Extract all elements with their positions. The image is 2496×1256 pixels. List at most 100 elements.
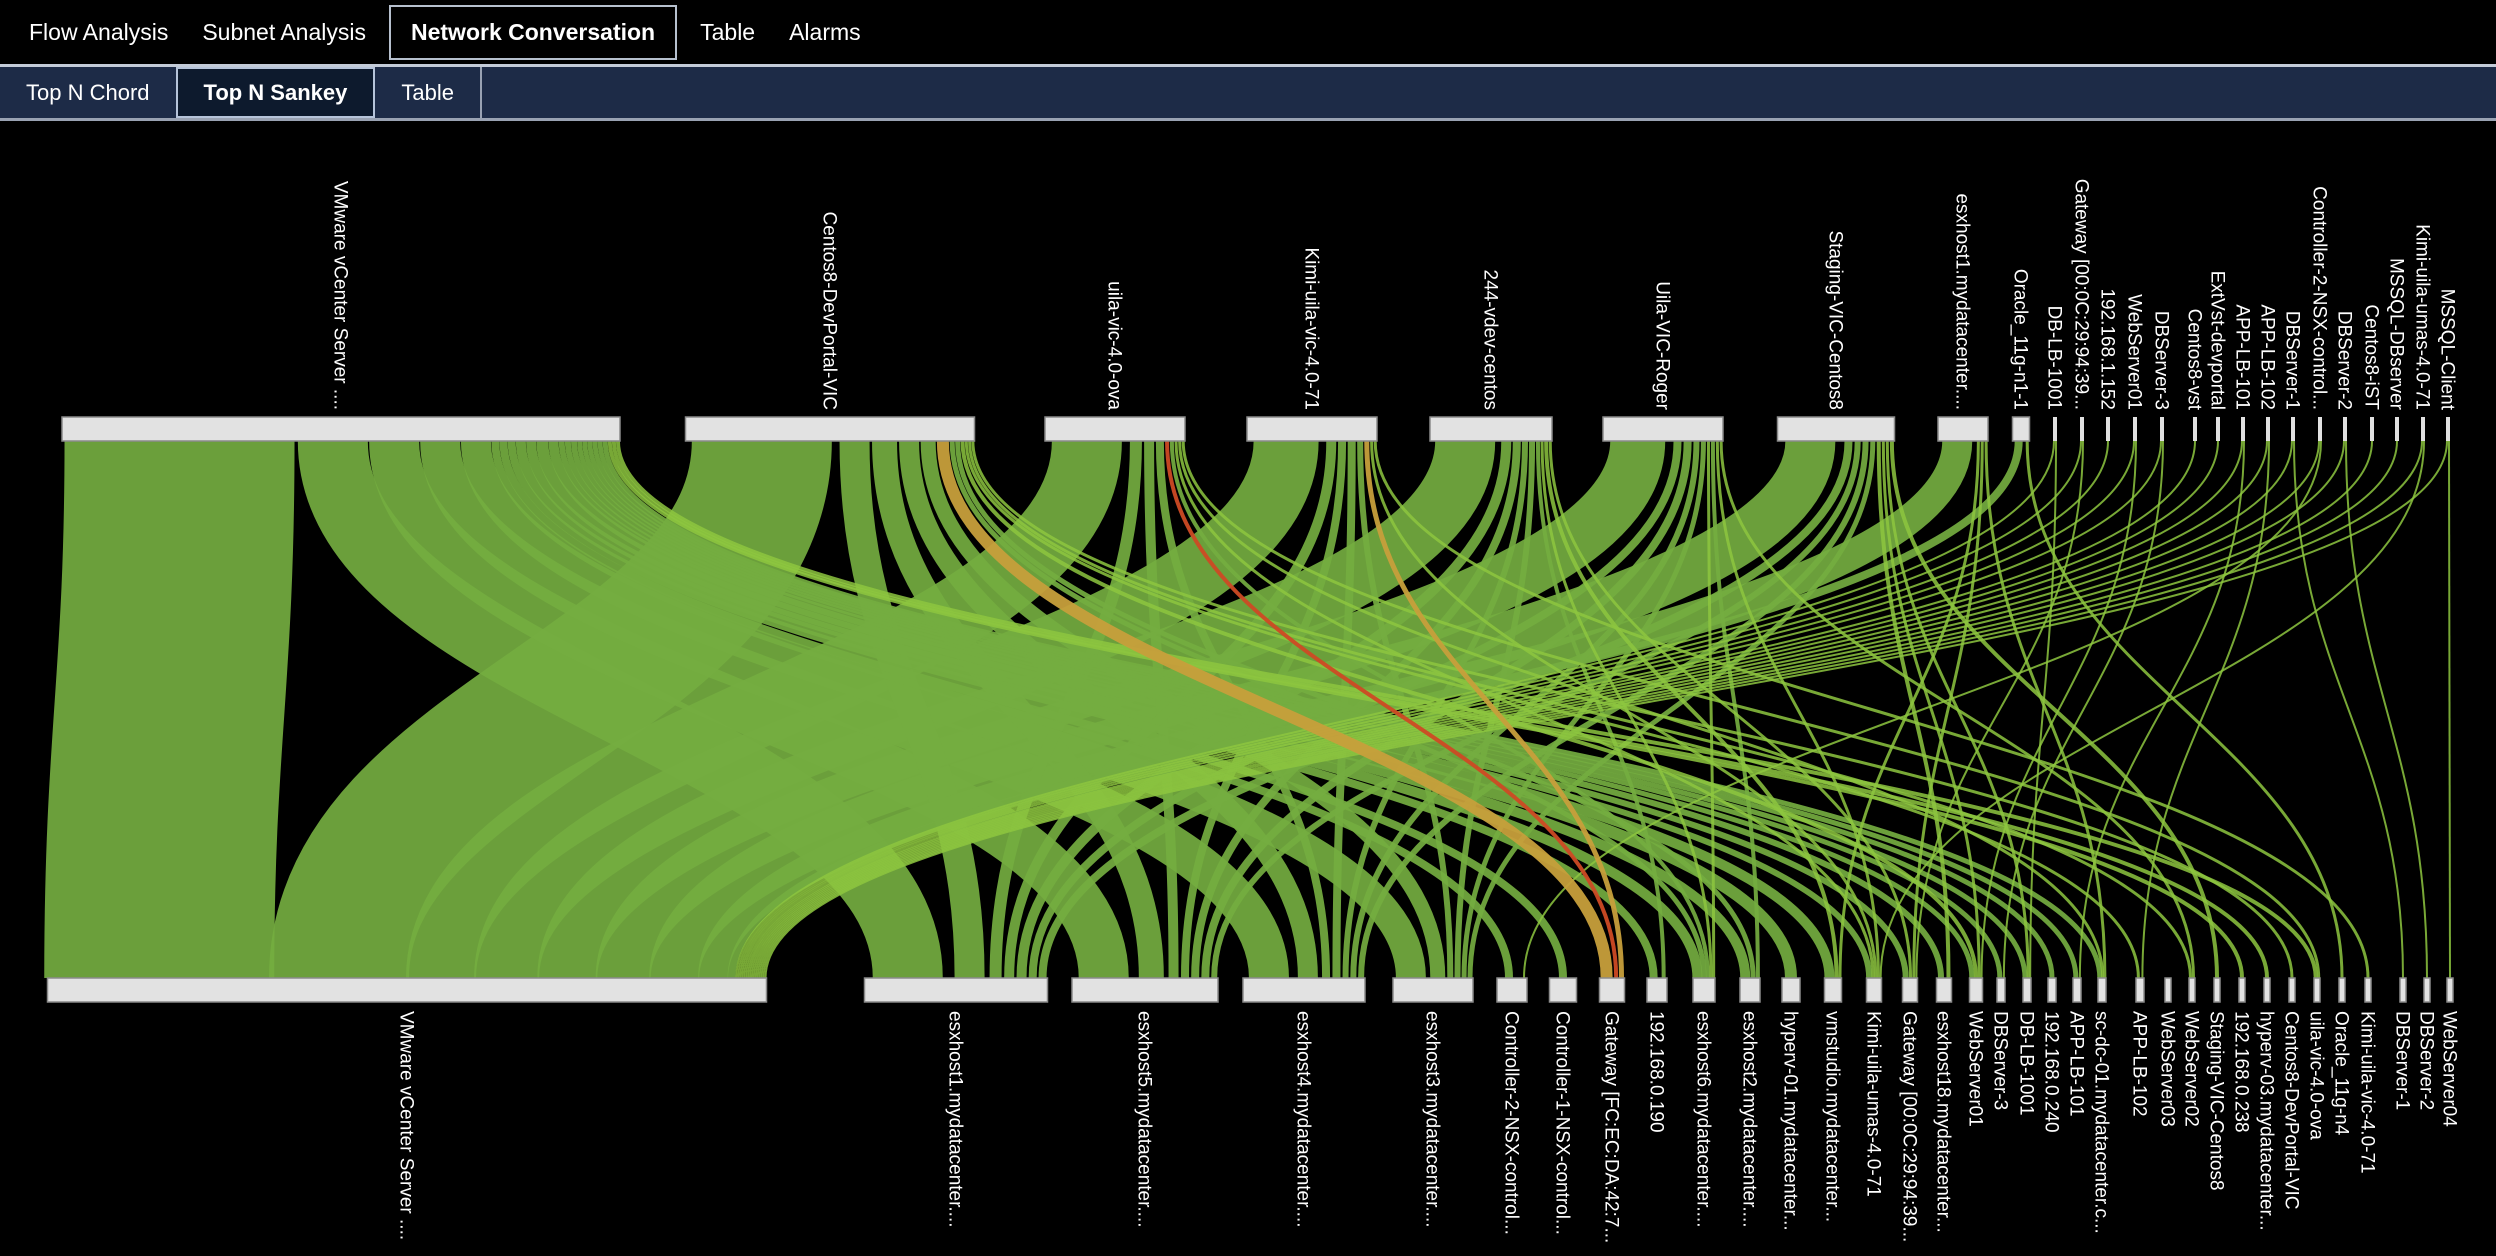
sankey-node[interactable]	[2106, 417, 2110, 441]
sankey-node[interactable]	[2053, 417, 2057, 441]
sankey-node[interactable]	[2423, 977, 2431, 1003]
sankey-node[interactable]	[1646, 977, 1668, 1003]
sankey-link[interactable]	[2141, 440, 2270, 979]
sankey-node[interactable]	[2395, 417, 2399, 441]
sankey-node[interactable]	[2421, 417, 2425, 441]
sankey-node[interactable]	[2370, 417, 2374, 441]
sankey-link[interactable]	[507, 440, 1658, 979]
sankey-link[interactable]	[1912, 440, 1984, 979]
sankey-node[interactable]	[1781, 977, 1801, 1003]
sankey-node[interactable]	[2135, 977, 2145, 1003]
sankey-node[interactable]	[2047, 977, 2057, 1003]
sankey-link[interactable]	[752, 440, 2293, 979]
tab-top-n-chord[interactable]: Top N Chord	[26, 79, 150, 105]
tab-network-conversation[interactable]: Network Conversation	[389, 4, 678, 60]
sankey-link[interactable]	[597, 440, 2079, 979]
sankey-node[interactable]	[1739, 977, 1761, 1003]
sankey-node[interactable]	[2343, 417, 2347, 441]
sankey-node[interactable]	[2072, 977, 2082, 1003]
sankey-link[interactable]	[739, 440, 2109, 979]
sankey-link[interactable]	[297, 439, 943, 980]
sankey-link[interactable]	[989, 440, 1142, 979]
sankey-link[interactable]	[1879, 440, 2425, 979]
sankey-node[interactable]	[1937, 416, 1989, 442]
sankey-link[interactable]	[1370, 440, 1878, 979]
sankey-link[interactable]	[515, 440, 1703, 979]
sankey-link[interactable]	[745, 440, 2196, 979]
sankey-node[interactable]	[2160, 417, 2164, 441]
sankey-node[interactable]	[1996, 977, 2006, 1003]
sankey-node[interactable]	[1865, 977, 1883, 1003]
sankey-node[interactable]	[2399, 977, 2407, 1003]
sankey-node[interactable]	[1823, 977, 1843, 1003]
sankey-node[interactable]	[2263, 977, 2271, 1003]
sankey-node[interactable]	[2216, 417, 2220, 441]
tab-flow-analysis[interactable]: Flow Analysis	[29, 18, 169, 45]
sankey-link[interactable]	[2293, 440, 2404, 979]
sankey-link[interactable]	[1889, 440, 2219, 979]
sankey-link[interactable]	[1706, 440, 1716, 979]
sankey-node[interactable]	[2291, 417, 2295, 441]
sankey-link[interactable]	[1544, 440, 1839, 979]
sankey-node[interactable]	[61, 416, 621, 442]
sankey-node[interactable]	[1242, 977, 1366, 1003]
sankey-link[interactable]	[727, 440, 2023, 979]
sankey-link[interactable]	[1373, 440, 2370, 979]
sankey-link[interactable]	[1165, 440, 1619, 979]
sankey-node[interactable]	[1692, 977, 1716, 1003]
sankey-link[interactable]	[741, 440, 2135, 979]
sankey-link[interactable]	[1004, 440, 1337, 979]
sankey-node[interactable]	[1968, 977, 1984, 1003]
sankey-node[interactable]	[2318, 417, 2322, 441]
sankey-node[interactable]	[1429, 416, 1553, 442]
sankey-link[interactable]	[872, 440, 1164, 979]
tab-top-n-sankey[interactable]: Top N Sankey	[175, 67, 376, 118]
sankey-link[interactable]	[949, 440, 1707, 979]
tab-subnet-analysis[interactable]: Subnet Analysis	[202, 18, 366, 45]
sankey-node[interactable]	[1901, 977, 1919, 1003]
sankey-node[interactable]	[2022, 977, 2032, 1003]
sankey-link[interactable]	[564, 440, 1909, 979]
sankey-node[interactable]	[1392, 977, 1474, 1003]
sankey-link[interactable]	[955, 440, 1756, 979]
sankey-node[interactable]	[2288, 977, 2296, 1003]
sankey-link[interactable]	[1710, 440, 1760, 979]
sankey-link[interactable]	[1980, 440, 2137, 979]
sankey-node[interactable]	[2011, 416, 2031, 442]
sankey-link[interactable]	[1548, 440, 1913, 979]
sankey-link[interactable]	[971, 440, 2294, 979]
sankey-link[interactable]	[2029, 440, 2057, 979]
sankey-link[interactable]	[1540, 440, 1713, 979]
sankey-node[interactable]	[1776, 416, 1896, 442]
tab-table[interactable]: Table	[700, 18, 756, 45]
sankey-node[interactable]	[684, 416, 976, 442]
sankey-node[interactable]	[1548, 977, 1578, 1003]
sankey-link[interactable]	[754, 440, 2320, 979]
sankey-link[interactable]	[2025, 440, 2344, 979]
sankey-link[interactable]	[747, 440, 2219, 979]
sankey-node[interactable]	[1071, 977, 1219, 1003]
sankey-link[interactable]	[1881, 440, 1981, 979]
sankey-node[interactable]	[2193, 417, 2197, 441]
sankey-link[interactable]	[737, 440, 2082, 979]
sankey-link[interactable]	[1364, 440, 1625, 979]
sankey-node[interactable]	[2338, 977, 2346, 1003]
sankey-link[interactable]	[44, 440, 295, 979]
sankey-link[interactable]	[587, 440, 2028, 979]
sankey-node[interactable]	[1935, 977, 1953, 1003]
sankey-node[interactable]	[2188, 977, 2196, 1003]
sankey-link[interactable]	[2448, 440, 2451, 979]
sankey-node[interactable]	[1246, 416, 1378, 442]
sankey-link[interactable]	[420, 439, 1289, 980]
sankey-node[interactable]	[1602, 416, 1724, 442]
sankey-node[interactable]	[1044, 416, 1186, 442]
tab-alarms[interactable]: Alarms	[789, 18, 861, 45]
sankey-link[interactable]	[1181, 440, 2321, 979]
sankey-link[interactable]	[2345, 440, 2428, 979]
sankey-link[interactable]	[1467, 440, 1876, 979]
sankey-node[interactable]	[863, 977, 1049, 1003]
sankey-node[interactable]	[2238, 977, 2246, 1003]
sankey-node[interactable]	[2266, 417, 2270, 441]
sankey-node[interactable]	[2080, 417, 2084, 441]
sankey-link[interactable]	[369, 439, 1129, 980]
